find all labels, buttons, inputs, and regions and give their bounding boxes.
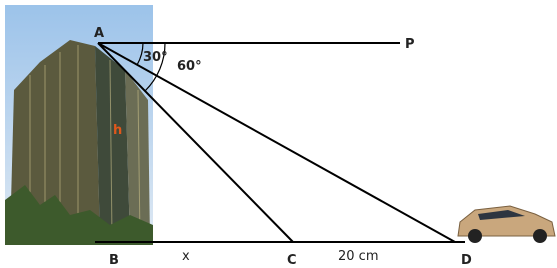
- label-cd: 20 cm: [338, 249, 379, 264]
- label-a: A: [94, 26, 104, 41]
- label-h: h: [113, 123, 122, 138]
- label-angle-30: 30°: [143, 50, 168, 65]
- label-x: x: [182, 249, 190, 264]
- label-p: P: [405, 37, 415, 52]
- label-angle-60: 60°: [177, 59, 202, 74]
- label-d: D: [461, 253, 472, 268]
- building-photo: [5, 5, 153, 245]
- label-b: B: [109, 253, 119, 268]
- car: [458, 206, 555, 243]
- diagram: A P 30° 60° h B x C 20 cm D: [0, 0, 557, 268]
- label-c: C: [287, 253, 297, 268]
